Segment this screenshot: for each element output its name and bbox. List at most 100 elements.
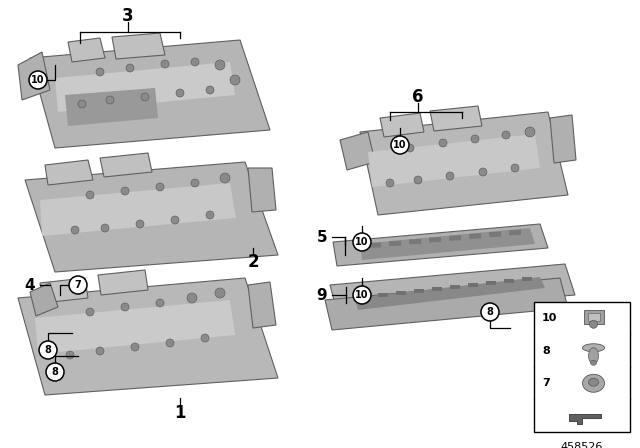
Circle shape: [187, 293, 197, 303]
Polygon shape: [45, 160, 93, 185]
Text: 10: 10: [31, 75, 45, 85]
Circle shape: [176, 89, 184, 97]
Polygon shape: [68, 38, 105, 62]
Bar: [509, 230, 521, 235]
Bar: [449, 235, 461, 241]
Bar: [468, 283, 478, 287]
Circle shape: [39, 341, 57, 359]
Circle shape: [206, 86, 214, 94]
Polygon shape: [325, 278, 568, 330]
Polygon shape: [333, 224, 548, 266]
Text: 3: 3: [122, 7, 134, 25]
Circle shape: [353, 233, 371, 251]
Circle shape: [29, 71, 47, 89]
Circle shape: [406, 144, 414, 152]
Polygon shape: [430, 106, 482, 131]
Bar: [369, 242, 381, 248]
Polygon shape: [100, 153, 152, 177]
Text: 8: 8: [52, 367, 58, 377]
Bar: [360, 294, 370, 298]
Polygon shape: [30, 40, 270, 148]
Bar: [396, 291, 406, 295]
Circle shape: [353, 286, 371, 304]
Ellipse shape: [582, 344, 605, 352]
Circle shape: [511, 164, 519, 172]
Bar: [429, 237, 441, 243]
Bar: [489, 232, 501, 237]
Circle shape: [230, 75, 240, 85]
Circle shape: [166, 339, 174, 347]
Circle shape: [386, 179, 394, 187]
Circle shape: [171, 216, 179, 224]
Bar: [534, 302, 630, 432]
Circle shape: [106, 96, 114, 104]
Ellipse shape: [589, 378, 598, 386]
Polygon shape: [550, 115, 576, 163]
Circle shape: [502, 131, 510, 139]
Text: 6: 6: [412, 88, 424, 106]
Text: 8: 8: [542, 346, 550, 356]
Circle shape: [215, 60, 225, 70]
Ellipse shape: [589, 348, 598, 364]
Polygon shape: [55, 62, 235, 112]
Text: 10: 10: [542, 313, 557, 323]
Bar: [504, 279, 514, 283]
Circle shape: [446, 172, 454, 180]
Circle shape: [191, 58, 199, 66]
Circle shape: [201, 334, 209, 342]
Circle shape: [96, 347, 104, 355]
Bar: [378, 293, 388, 297]
Bar: [409, 239, 421, 245]
Polygon shape: [40, 183, 236, 236]
Circle shape: [391, 136, 409, 154]
Circle shape: [481, 303, 499, 321]
Polygon shape: [40, 278, 88, 303]
Bar: [522, 277, 532, 281]
Circle shape: [96, 68, 104, 76]
Bar: [389, 241, 401, 246]
Circle shape: [220, 173, 230, 183]
Polygon shape: [355, 277, 545, 310]
Circle shape: [101, 224, 109, 232]
Circle shape: [136, 220, 144, 228]
Circle shape: [414, 176, 422, 184]
Circle shape: [66, 351, 74, 359]
Bar: [432, 287, 442, 291]
Polygon shape: [112, 33, 165, 59]
Bar: [486, 281, 496, 285]
Polygon shape: [18, 278, 278, 395]
Text: 5: 5: [317, 229, 327, 245]
Text: 10: 10: [355, 237, 369, 247]
Polygon shape: [30, 283, 58, 316]
Circle shape: [86, 308, 94, 316]
Text: 458526: 458526: [561, 442, 603, 448]
Ellipse shape: [582, 374, 605, 392]
Bar: [588, 313, 600, 321]
Text: 10: 10: [355, 290, 369, 300]
Text: 1: 1: [174, 404, 186, 422]
Circle shape: [78, 100, 86, 108]
Circle shape: [71, 226, 79, 234]
Bar: [469, 233, 481, 239]
Polygon shape: [248, 168, 276, 212]
Polygon shape: [368, 134, 540, 187]
Polygon shape: [569, 414, 601, 424]
Circle shape: [156, 183, 164, 191]
Circle shape: [121, 303, 129, 311]
Text: 10: 10: [393, 140, 407, 150]
Circle shape: [121, 187, 129, 195]
Text: 7: 7: [542, 378, 550, 388]
Circle shape: [215, 288, 225, 298]
Circle shape: [69, 276, 87, 294]
Circle shape: [126, 64, 134, 72]
Polygon shape: [98, 270, 148, 295]
Polygon shape: [65, 88, 158, 126]
Bar: [584, 310, 604, 324]
Circle shape: [439, 139, 447, 147]
Polygon shape: [18, 52, 50, 100]
Text: 4: 4: [25, 277, 35, 293]
Ellipse shape: [591, 360, 596, 365]
Circle shape: [191, 179, 199, 187]
Circle shape: [206, 211, 214, 219]
Polygon shape: [380, 113, 424, 137]
